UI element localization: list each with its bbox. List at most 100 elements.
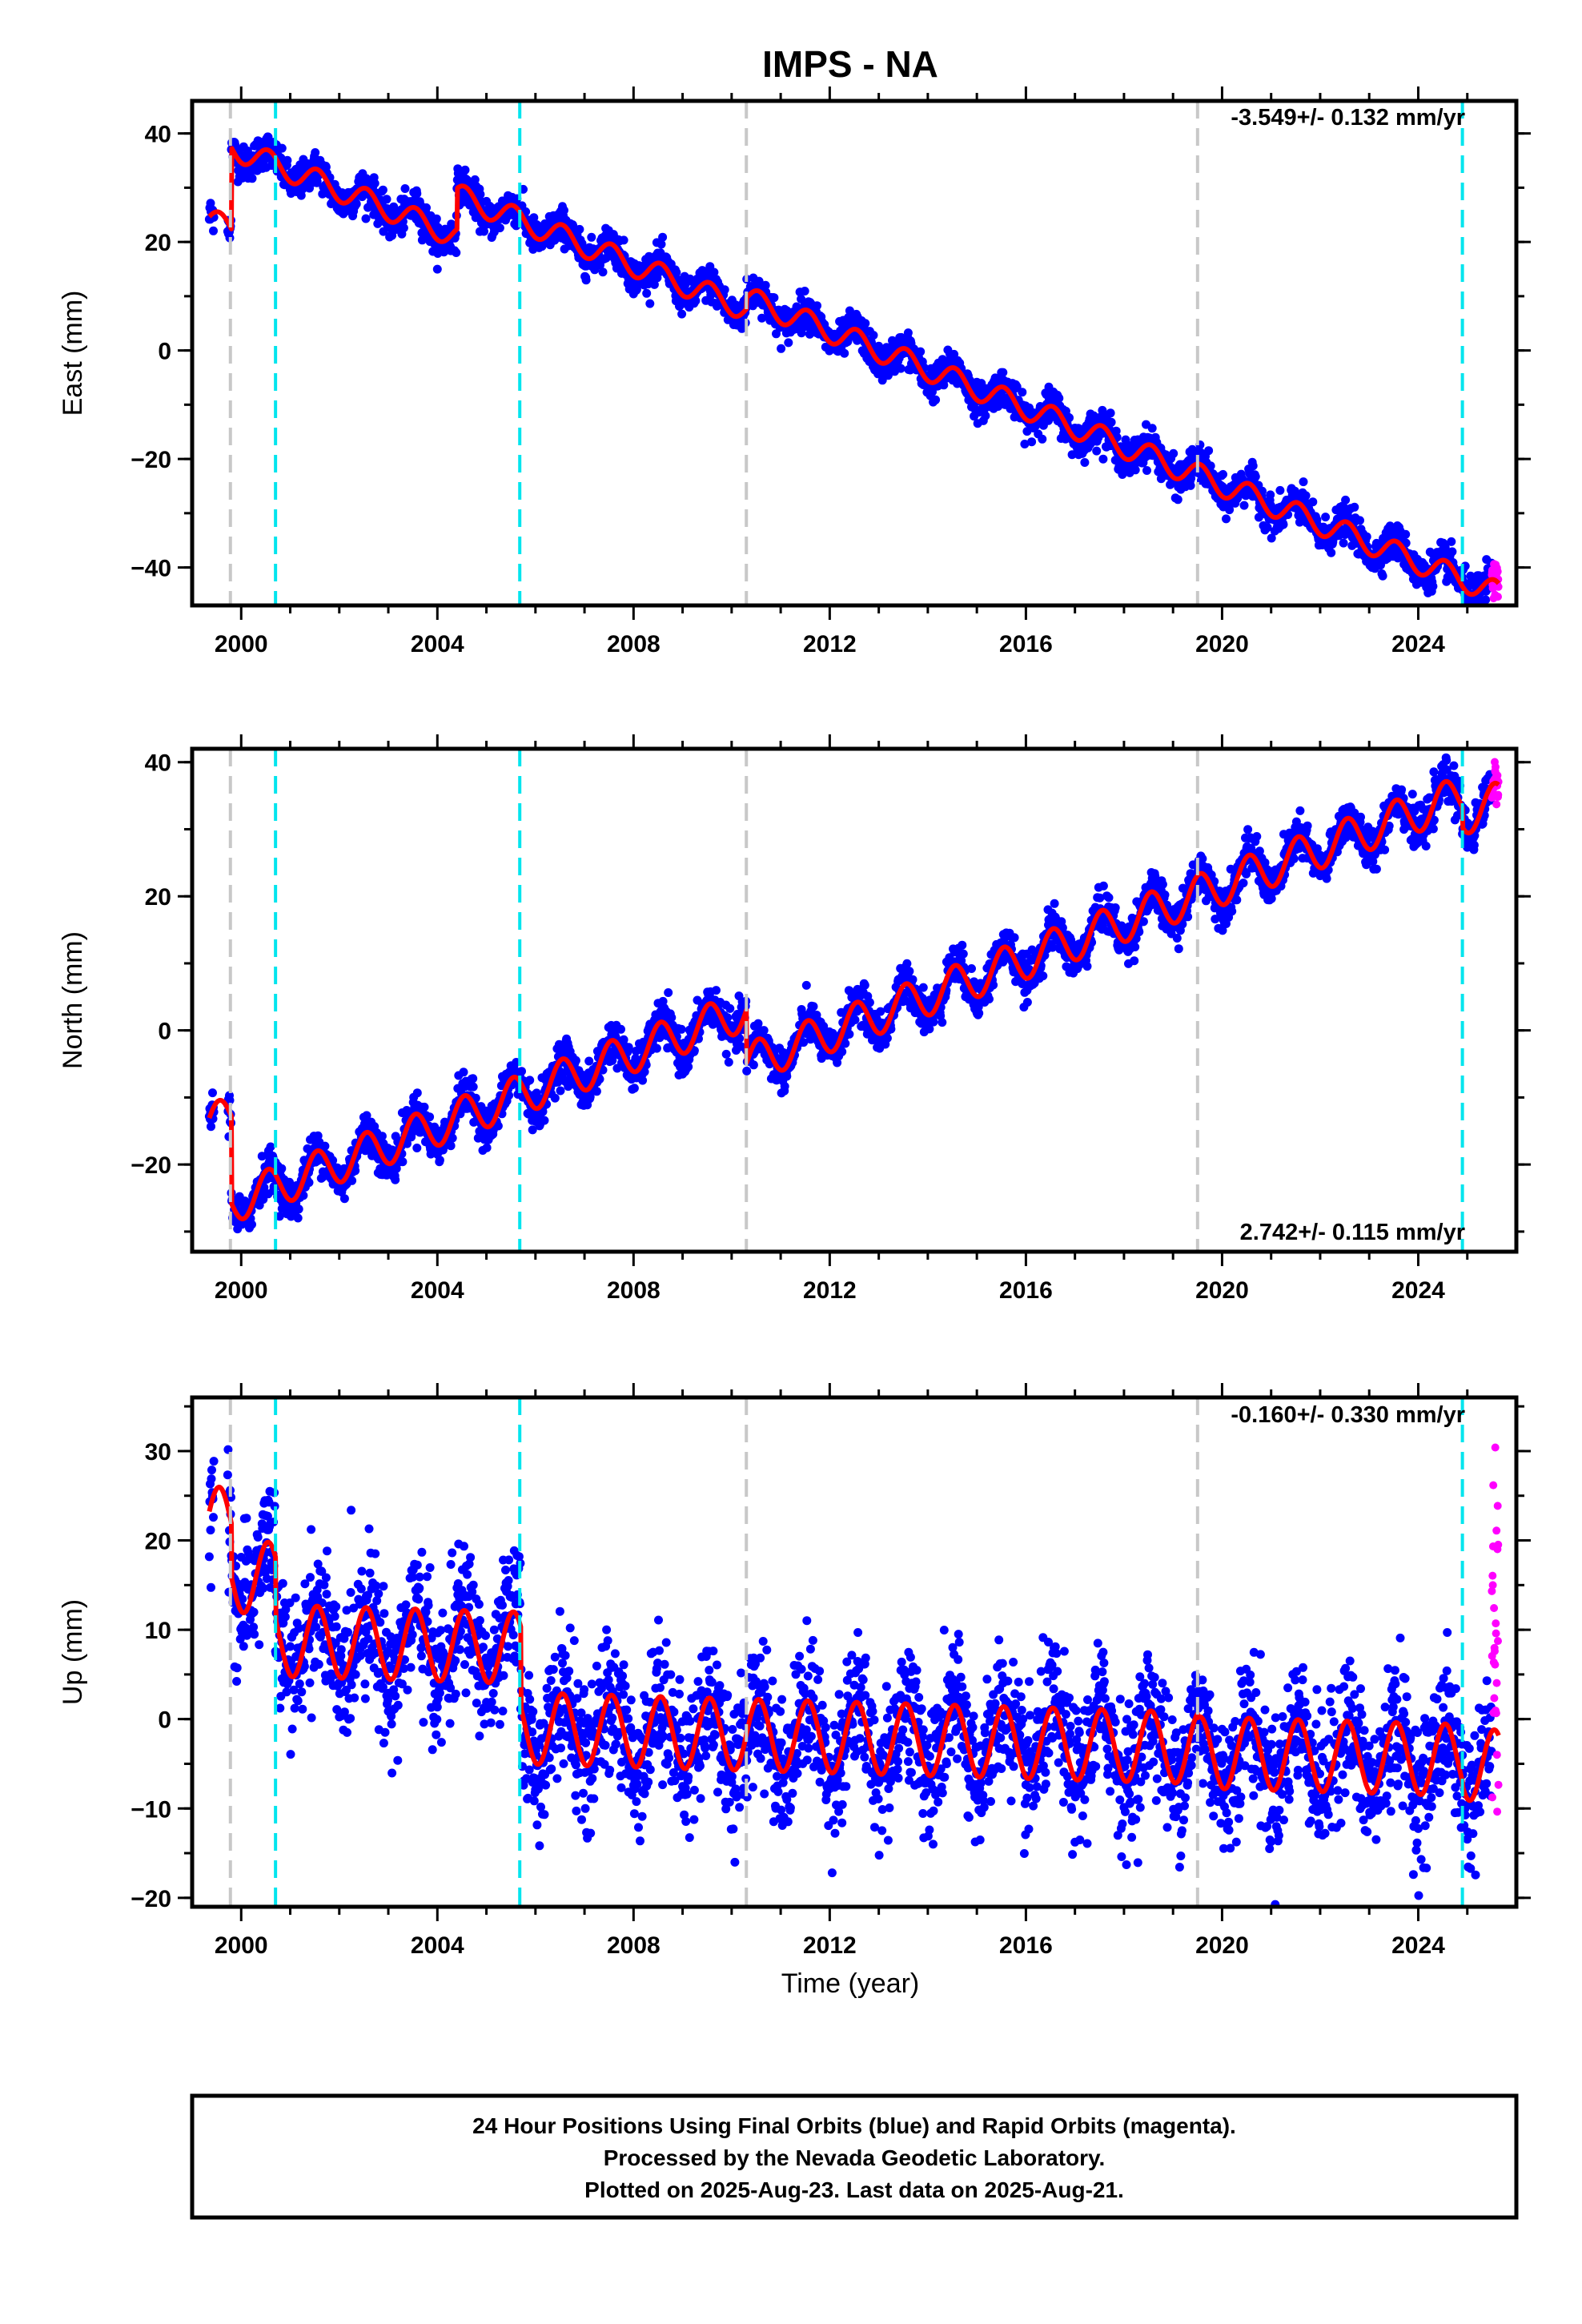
east-y-tick-label: 40 bbox=[145, 122, 171, 148]
north-final-point bbox=[841, 1039, 850, 1048]
north-final-point bbox=[882, 1033, 892, 1043]
east-final-point bbox=[1447, 547, 1457, 557]
north-final-point bbox=[468, 1082, 478, 1092]
east-model-curve bbox=[207, 146, 1501, 597]
east-final-point bbox=[645, 299, 655, 308]
east-final-point bbox=[370, 179, 379, 188]
north-panel: 2000 2004 2008 2012 2016 2020 2024−2002040Nort… bbox=[58, 734, 1531, 1304]
north-final-point bbox=[391, 1175, 400, 1184]
figure-title: IMPS - NA bbox=[762, 43, 938, 85]
east-final-point bbox=[1447, 537, 1456, 546]
east-final-point bbox=[581, 275, 591, 285]
east-final-point bbox=[422, 203, 431, 212]
north-final-point bbox=[801, 980, 811, 990]
east-final-point bbox=[277, 143, 287, 153]
east-final-point bbox=[1080, 458, 1090, 467]
east-final-point bbox=[399, 223, 408, 233]
north-final-point bbox=[207, 1122, 215, 1132]
east-y-tick-label: 0 bbox=[158, 339, 171, 365]
north-final-point bbox=[377, 1132, 387, 1141]
east-final-point bbox=[1106, 417, 1116, 427]
east-final-point bbox=[1321, 513, 1331, 522]
north-final-point bbox=[742, 1066, 752, 1076]
east-rapid-point bbox=[1494, 582, 1503, 591]
east-x-tick-label: 2020 bbox=[1195, 631, 1249, 657]
north-final-point bbox=[721, 1049, 731, 1059]
north-final-point bbox=[905, 967, 914, 976]
north-final-point bbox=[850, 1015, 860, 1024]
east-final-point bbox=[382, 195, 391, 204]
north-final-point bbox=[629, 1084, 639, 1093]
east-final-point bbox=[784, 338, 793, 348]
east-final-point bbox=[840, 348, 849, 358]
east-final-point bbox=[672, 267, 681, 277]
east-final-point bbox=[1204, 446, 1214, 456]
east-final-point bbox=[1355, 516, 1364, 525]
north-final-point bbox=[759, 1026, 769, 1035]
east-final-point bbox=[1428, 581, 1438, 591]
east-final-point bbox=[677, 309, 687, 319]
east-final-point bbox=[720, 285, 729, 295]
north-final-point bbox=[619, 1035, 628, 1044]
east-final-point bbox=[1027, 437, 1037, 447]
east-final-point bbox=[1350, 502, 1359, 512]
east-final-point bbox=[1339, 538, 1348, 548]
east-final-point bbox=[476, 190, 485, 199]
east-final-point bbox=[283, 155, 292, 165]
north-final-point bbox=[571, 1055, 580, 1065]
east-final-point bbox=[869, 331, 878, 340]
north-final-point bbox=[664, 988, 673, 997]
north-final-point bbox=[293, 1213, 303, 1223]
east-final-point bbox=[1173, 495, 1182, 505]
east-rate-label: -3.549+/- 0.132 mm/yr bbox=[1231, 105, 1465, 131]
east-final-point bbox=[495, 223, 504, 233]
north-final-point bbox=[435, 1156, 444, 1165]
north-final-point bbox=[294, 1204, 303, 1214]
north-final-point bbox=[525, 1076, 535, 1085]
east-final-point bbox=[1098, 454, 1108, 464]
north-final-orbit-points bbox=[204, 753, 1496, 1234]
east-rapid-point bbox=[1493, 567, 1502, 576]
east-final-point bbox=[903, 328, 913, 338]
east-final-point bbox=[1299, 477, 1308, 487]
east-final-point bbox=[1251, 472, 1260, 481]
east-final-point bbox=[800, 287, 809, 296]
east-panel: 2000 2004 2008 2012 2016 2020 2024−40−2002040E… bbox=[58, 86, 1531, 657]
east-final-point bbox=[529, 213, 539, 223]
north-final-point bbox=[860, 980, 869, 990]
east-final-point bbox=[1341, 495, 1351, 505]
north-final-point bbox=[550, 1093, 560, 1103]
east-final-point bbox=[470, 175, 480, 184]
north-final-point bbox=[584, 1056, 594, 1066]
east-final-point bbox=[1266, 490, 1275, 500]
north-final-point bbox=[339, 1194, 349, 1204]
east-x-tick-label: 2004 bbox=[411, 631, 464, 657]
east-final-point bbox=[1092, 446, 1102, 456]
east-x-tick-label: 2000 bbox=[215, 631, 268, 657]
east-final-point bbox=[1301, 491, 1311, 501]
north-final-point bbox=[398, 1157, 408, 1167]
east-x-tick-label: 2008 bbox=[607, 631, 661, 657]
north-final-point bbox=[459, 1068, 468, 1077]
north-final-point bbox=[845, 1029, 854, 1039]
north-final-point bbox=[809, 1002, 818, 1011]
east-final-point bbox=[432, 264, 442, 274]
north-final-point bbox=[412, 1088, 422, 1098]
north-final-point bbox=[540, 1116, 549, 1125]
east-final-point bbox=[400, 184, 410, 193]
east-final-point bbox=[1362, 532, 1371, 541]
east-final-point bbox=[206, 199, 215, 208]
east-x-tick-label: 2024 bbox=[1391, 631, 1445, 657]
east-rapid-point bbox=[1494, 593, 1502, 601]
east-y-tick-label: 20 bbox=[145, 230, 171, 256]
east-final-point bbox=[209, 226, 218, 235]
east-final-point bbox=[247, 174, 257, 183]
east-final-point bbox=[658, 232, 668, 242]
east-final-point bbox=[998, 368, 1008, 377]
east-y-axis-title: East (mm) bbox=[58, 291, 88, 416]
east-final-point bbox=[1142, 466, 1151, 475]
east-final-point bbox=[560, 206, 568, 215]
east-final-point bbox=[378, 185, 387, 195]
north-final-point bbox=[616, 1024, 625, 1034]
